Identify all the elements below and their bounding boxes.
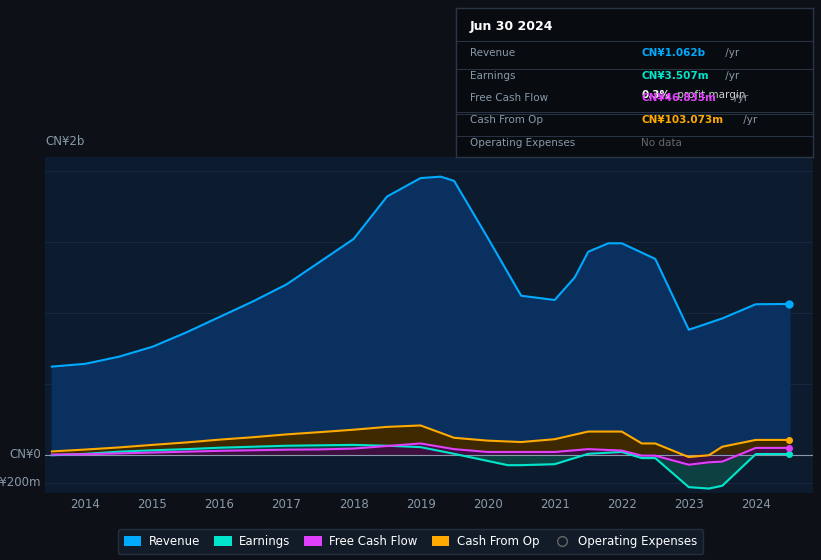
Text: /yr: /yr — [722, 49, 739, 58]
Text: CN¥3.507m: CN¥3.507m — [641, 71, 709, 81]
Text: profit margin: profit margin — [673, 90, 745, 100]
Text: -CN¥200m: -CN¥200m — [0, 477, 41, 489]
Text: Jun 30 2024: Jun 30 2024 — [470, 20, 553, 33]
Text: Revenue: Revenue — [470, 49, 515, 58]
Text: /yr: /yr — [740, 115, 757, 125]
Text: CN¥0: CN¥0 — [10, 448, 41, 461]
Text: 0.3%: 0.3% — [641, 90, 671, 100]
Text: CN¥103.073m: CN¥103.073m — [641, 115, 723, 125]
Text: /yr: /yr — [731, 93, 748, 103]
Text: /yr: /yr — [722, 71, 739, 81]
Text: Free Cash Flow: Free Cash Flow — [470, 93, 548, 103]
Text: Earnings: Earnings — [470, 71, 516, 81]
Text: CN¥2b: CN¥2b — [45, 136, 85, 148]
Text: Cash From Op: Cash From Op — [470, 115, 543, 125]
Text: Operating Expenses: Operating Expenses — [470, 138, 576, 147]
Text: CN¥1.062b: CN¥1.062b — [641, 49, 705, 58]
Text: CN¥46.833m: CN¥46.833m — [641, 93, 716, 103]
Legend: Revenue, Earnings, Free Cash Flow, Cash From Op, Operating Expenses: Revenue, Earnings, Free Cash Flow, Cash … — [118, 529, 703, 554]
Text: No data: No data — [641, 138, 682, 147]
